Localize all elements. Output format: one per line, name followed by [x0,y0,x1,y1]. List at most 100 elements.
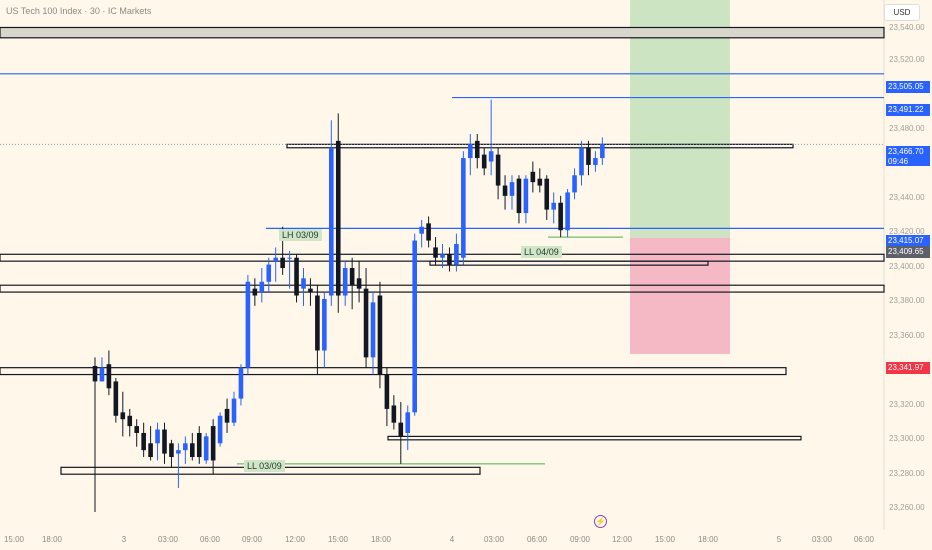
candle-body [537,178,543,186]
candle-body [447,254,452,265]
candle-body [426,223,431,241]
candle-body [558,202,563,231]
candle-body [461,158,466,258]
price-zone [0,367,787,376]
last-price-badge: 23,466.70 09:46 [886,146,930,166]
candle-body [586,147,591,165]
currency-button[interactable]: USD [884,4,920,21]
time-tick: 12:00 [611,535,633,544]
candle-body [252,288,258,296]
price-tick: 23,480.00 [889,124,925,133]
candle-body [349,268,355,286]
candle-body [231,398,237,423]
candle-body [203,436,209,461]
price-zone [429,260,709,266]
candle-body [593,158,598,165]
candle-body [113,381,119,416]
price-badge-level-2: 23,491.22 [886,104,930,116]
candle-body [301,278,306,289]
time-tick: 09:00 [569,535,591,544]
candle-body [412,240,417,413]
candle-body [134,426,139,433]
candle-body [398,422,404,437]
candle-body [600,144,605,159]
lh-label[interactable]: LH 03/09 [279,229,322,241]
price-tick: 23,520.00 [889,55,925,64]
candle-body [502,185,508,196]
price-tick: 23,540.00 [889,23,925,32]
time-tick: 12:00 [284,535,306,544]
candle-body [565,192,570,231]
price-badge-level-3: 23,415.07 [886,235,930,247]
candle-body [259,281,265,293]
candle-body [176,450,181,454]
candle-body [405,412,411,433]
time-tick: 18:00 [697,535,719,544]
time-tick: 09:00 [241,535,263,544]
lightning-icon[interactable]: ⚡ [594,515,607,528]
price-badge-stop: 23,409.65 [886,246,930,258]
candle-body [370,302,376,358]
candle-body [280,257,285,269]
candle-body [92,365,98,382]
price-badge-level-1: 23,505.05 [886,81,930,93]
time-tick: 5 [776,535,782,544]
candle-body [509,182,515,196]
candle-body [106,364,112,389]
candle-body [335,140,341,296]
candle-body [217,415,223,444]
price-tick: 23,280.00 [889,469,925,478]
candle-body [245,281,251,368]
ll-label-1[interactable]: LL 03/09 [244,460,285,472]
time-tick: 15:00 [3,535,25,544]
candle-body [141,432,146,451]
price-tick: 23,400.00 [889,262,925,271]
candle-body [523,178,529,214]
candle-body [433,247,438,258]
price-tick: 23,260.00 [889,503,925,512]
candle-body [342,268,348,296]
price-tick: 23,440.00 [889,193,925,202]
candle-body [530,171,536,183]
candle-body [572,175,577,193]
candle-body [148,443,153,458]
time-tick: 4 [449,535,455,544]
price-zone [0,284,885,293]
candle-body [120,412,126,420]
candle-body [183,443,188,451]
candle-body [315,295,320,351]
candle-body [468,144,473,159]
candle-body [99,367,105,382]
candle-body [162,429,167,454]
candle-body [308,288,313,293]
time-tick: 06:00 [199,535,221,544]
candle-body [440,254,445,258]
candle-body [155,429,160,444]
time-tick: 18:00 [370,535,392,544]
candle-body [169,443,174,458]
candle-body [495,154,501,186]
candle-body [488,151,494,162]
ll-label-2[interactable]: LL 04/09 [521,246,562,258]
candle-body [322,298,327,351]
profit-zone [630,0,730,238]
candle-body [384,374,390,409]
last-price-value: 23,466.70 [888,147,924,156]
candle-body [273,257,278,262]
candle-body [329,147,334,296]
candle-body [266,264,272,282]
time-tick: 18:00 [41,535,63,544]
candle-body [579,147,584,176]
candle-body [238,367,244,399]
candle-body [287,257,292,259]
price-tick: 23,320.00 [889,400,925,409]
candle-body [419,226,424,234]
price-badge-target: 23,341.97 [886,362,930,374]
candle-body [454,243,459,265]
price-zone [387,435,802,441]
candle-body [190,443,195,458]
time-tick: 03:00 [483,535,505,544]
candle-body [377,295,383,375]
